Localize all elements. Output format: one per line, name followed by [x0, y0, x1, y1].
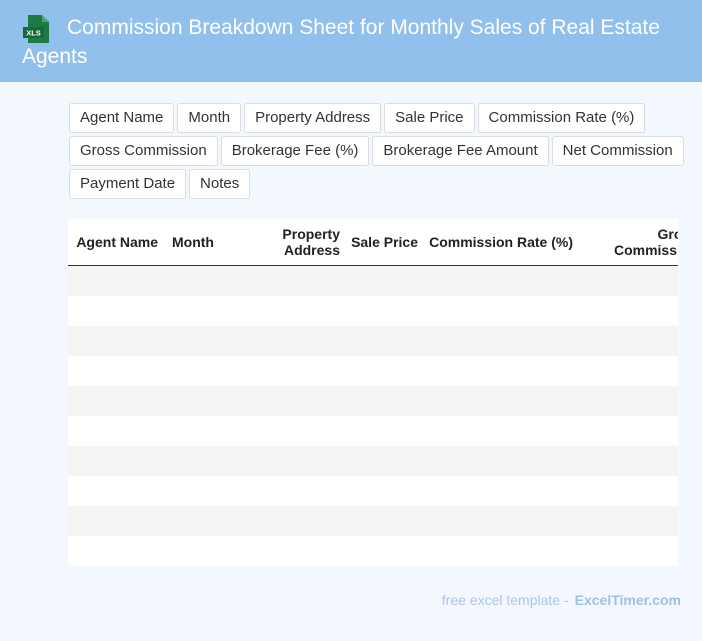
- table-row: [68, 356, 678, 386]
- chip-sale-price[interactable]: Sale Price: [384, 103, 475, 133]
- page-title: Commission Breakdown Sheet for Monthly S…: [22, 16, 660, 68]
- chip-commission-rate[interactable]: Commission Rate (%): [477, 103, 646, 133]
- table-row: [68, 446, 678, 476]
- svg-text:XLS: XLS: [26, 29, 41, 38]
- xls-file-icon: XLS: [23, 15, 49, 43]
- table-body: [68, 265, 678, 566]
- table-row: [68, 506, 678, 536]
- footer-text: free excel template -: [441, 592, 569, 608]
- header-banner: XLS Commission Breakdown Sheet for Month…: [0, 0, 702, 82]
- table-row: [68, 265, 678, 296]
- table-row: [68, 476, 678, 506]
- column-header[interactable]: Month: [158, 219, 238, 266]
- column-header[interactable]: Commission Rate (%): [418, 219, 573, 266]
- column-chip-list: Agent Name Month Property Address Sale P…: [69, 103, 684, 199]
- column-header[interactable]: Gross Commission: [573, 219, 678, 266]
- chip-notes[interactable]: Notes: [189, 169, 251, 199]
- column-header[interactable]: Property Address: [238, 219, 340, 266]
- chip-payment-date[interactable]: Payment Date: [69, 169, 187, 199]
- chip-gross-commission[interactable]: Gross Commission: [69, 136, 218, 166]
- column-header[interactable]: Agent Name: [68, 219, 158, 266]
- table-row: [68, 416, 678, 446]
- table-header-row: Agent Name Month Property Address Sale P…: [68, 219, 678, 266]
- table-row: [68, 536, 678, 566]
- chip-brokerage-fee-percent[interactable]: Brokerage Fee (%): [220, 136, 370, 166]
- commission-table: Agent Name Month Property Address Sale P…: [68, 219, 678, 566]
- chip-brokerage-fee-amount[interactable]: Brokerage Fee Amount: [372, 136, 549, 166]
- chip-agent-name[interactable]: Agent Name: [69, 103, 175, 133]
- chip-month[interactable]: Month: [177, 103, 242, 133]
- commission-table-container[interactable]: Agent Name Month Property Address Sale P…: [68, 219, 678, 566]
- column-header[interactable]: Sale Price: [340, 219, 418, 266]
- table-row: [68, 296, 678, 326]
- table-row: [68, 326, 678, 356]
- chip-net-commission[interactable]: Net Commission: [551, 136, 684, 166]
- footer-brand-link[interactable]: ExcelTimer.com: [574, 592, 681, 608]
- chip-property-address[interactable]: Property Address: [244, 103, 382, 133]
- table-row: [68, 386, 678, 416]
- footer-credit: free excel template - ExcelTimer.com: [442, 592, 681, 608]
